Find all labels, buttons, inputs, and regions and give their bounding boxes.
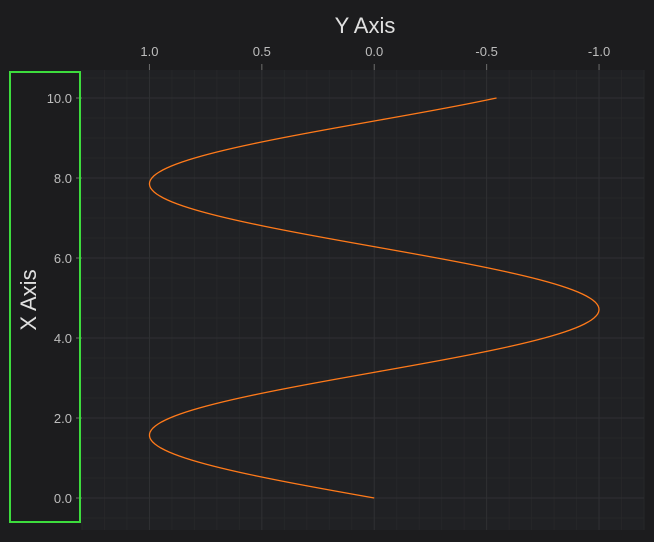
grid: [81, 70, 645, 530]
x-tick-label: 0.0: [54, 491, 72, 506]
y-tick-label: -0.5: [475, 44, 497, 59]
x-tick-label: 6.0: [54, 251, 72, 266]
x-tick-label: 2.0: [54, 411, 72, 426]
x-tick-label: 10.0: [47, 91, 72, 106]
x-axis-highlight-box[interactable]: [9, 71, 81, 523]
x-tick-label: 4.0: [54, 331, 72, 346]
y-tick-label: 0.5: [253, 44, 271, 59]
y-tick-label: 1.0: [140, 44, 158, 59]
x-tick-label: 8.0: [54, 171, 72, 186]
y-tick-label: 0.0: [365, 44, 383, 59]
y-tick-label: -1.0: [588, 44, 610, 59]
series-line: [148, 97, 600, 499]
y-axis-title: Y Axis: [335, 13, 396, 38]
series-layer: [148, 97, 600, 499]
ticks: 1.0 0.5 0.0 -0.5 -1.0 0.0 2.0 4.0 6.0 8.0 10.0: [47, 44, 611, 506]
plot-area: [82, 70, 644, 530]
x-axis-title: X Axis: [16, 269, 41, 330]
